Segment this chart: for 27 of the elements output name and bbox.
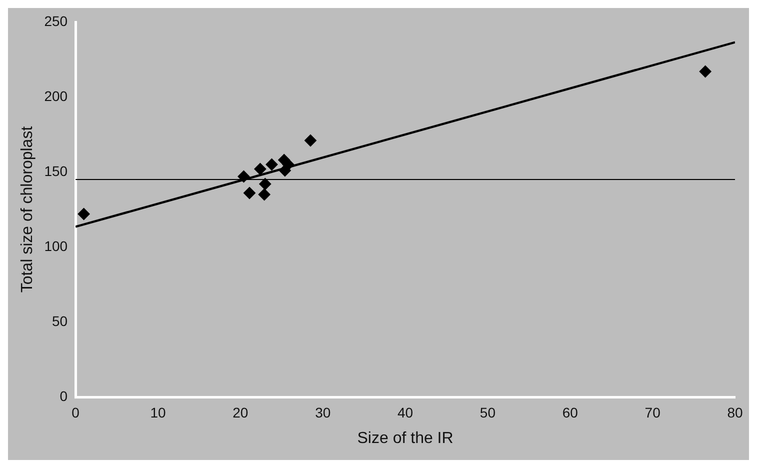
x-tick-label: 0 — [72, 404, 80, 420]
x-tick-label: 70 — [644, 404, 661, 420]
y-tick-label: 250 — [44, 12, 68, 29]
y-tick-label: 150 — [44, 162, 68, 179]
x-tick-label: 50 — [480, 404, 496, 420]
x-tick-label: 60 — [562, 404, 578, 420]
point — [238, 170, 250, 182]
x-tick-label: 40 — [397, 404, 414, 420]
point — [266, 158, 278, 170]
y-tick-label: 0 — [60, 388, 68, 404]
y-tick-label: 50 — [52, 312, 68, 329]
y-tick-label: 100 — [44, 238, 68, 254]
point — [258, 188, 270, 200]
point — [282, 158, 294, 170]
x-axis-title: Size of the IR — [357, 430, 454, 447]
x-tick-label: 10 — [150, 404, 166, 420]
point — [259, 178, 272, 190]
x-tick-label: 20 — [232, 404, 248, 420]
point — [78, 208, 90, 220]
x-tick-label: 80 — [727, 404, 743, 420]
point — [254, 163, 266, 175]
x-tick-label: 30 — [315, 404, 331, 420]
y-axis-title: Total size of chloroplast — [19, 126, 36, 293]
point — [304, 134, 316, 146]
point — [699, 66, 712, 78]
point — [243, 187, 256, 199]
y-tick-label: 200 — [44, 88, 68, 104]
